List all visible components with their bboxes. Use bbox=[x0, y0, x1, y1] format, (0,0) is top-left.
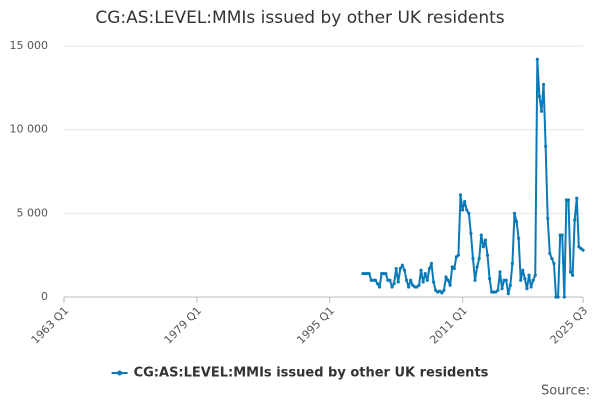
y-tick-label: 15 000 bbox=[10, 39, 49, 52]
data-point bbox=[375, 282, 380, 286]
data-point bbox=[523, 276, 527, 281]
data-point bbox=[537, 94, 542, 98]
data-point bbox=[531, 278, 535, 282]
data-point bbox=[467, 211, 471, 215]
data-point bbox=[425, 278, 429, 282]
data-point bbox=[519, 278, 523, 282]
data-point bbox=[508, 283, 512, 287]
data-point bbox=[463, 200, 467, 204]
data-point bbox=[510, 261, 515, 266]
data-point bbox=[419, 268, 423, 272]
legend-label: CG:AS:LEVEL:MMIs issued by other UK resi… bbox=[134, 366, 489, 381]
data-point bbox=[404, 278, 409, 282]
data-point bbox=[448, 283, 452, 287]
data-point bbox=[398, 266, 402, 271]
data-point bbox=[402, 268, 407, 272]
data-point bbox=[483, 238, 488, 242]
data-point bbox=[521, 268, 525, 272]
data-point bbox=[417, 283, 421, 287]
data-point bbox=[539, 109, 544, 113]
series-line bbox=[362, 58, 584, 298]
data-point bbox=[384, 271, 388, 276]
data-point bbox=[529, 285, 533, 289]
data-point bbox=[458, 193, 463, 197]
data-point bbox=[396, 280, 400, 284]
data-point bbox=[407, 285, 411, 289]
data-point bbox=[423, 271, 427, 276]
legend-item: CG:AS:LEVEL:MMIs issued by other UK resi… bbox=[111, 366, 489, 381]
data-point bbox=[573, 218, 577, 222]
data-point bbox=[556, 295, 560, 299]
y-tick-label: 0 bbox=[41, 290, 48, 303]
data-point bbox=[473, 278, 477, 282]
data-point bbox=[446, 278, 450, 282]
data-point bbox=[452, 266, 456, 271]
data-point bbox=[487, 276, 492, 281]
data-point bbox=[456, 253, 461, 257]
data-point bbox=[475, 265, 479, 269]
x-tick-label: 1979 Q1 bbox=[162, 304, 205, 347]
data-point bbox=[571, 273, 575, 277]
data-point bbox=[431, 280, 436, 284]
data-point bbox=[377, 285, 382, 289]
legend-marker bbox=[117, 370, 123, 376]
data-point bbox=[481, 245, 485, 249]
data-point bbox=[562, 295, 566, 299]
y-tick-label: 10 000 bbox=[10, 123, 49, 136]
data-point bbox=[400, 263, 404, 267]
data-point bbox=[533, 273, 537, 277]
y-tick-label: 5 000 bbox=[17, 206, 49, 219]
data-point bbox=[552, 261, 556, 266]
data-point bbox=[527, 273, 531, 277]
data-point bbox=[469, 231, 473, 236]
data-point bbox=[444, 275, 448, 279]
x-tick-label: 2025 Q3 bbox=[548, 304, 591, 347]
source: Source: bbox=[541, 384, 590, 399]
data-point bbox=[477, 256, 481, 261]
data-point bbox=[560, 233, 564, 237]
data-point bbox=[465, 208, 469, 212]
data-point bbox=[581, 248, 585, 252]
chart-title: CG:AS:LEVEL:MMIs issued by other UK resi… bbox=[95, 8, 504, 28]
data-point bbox=[544, 144, 548, 148]
data-point bbox=[373, 278, 377, 282]
data-point bbox=[548, 251, 552, 256]
data-point bbox=[388, 278, 392, 282]
data-point bbox=[498, 270, 502, 274]
data-point bbox=[525, 287, 529, 291]
data-point bbox=[394, 266, 398, 271]
data-point bbox=[575, 196, 579, 200]
data-point bbox=[390, 285, 394, 289]
data-point bbox=[392, 282, 396, 286]
data-point bbox=[460, 208, 465, 212]
data-point bbox=[471, 256, 475, 261]
data-point bbox=[514, 220, 519, 224]
data-point bbox=[442, 288, 446, 292]
data-point bbox=[535, 57, 539, 61]
data-point bbox=[517, 236, 521, 241]
data-point bbox=[496, 288, 500, 292]
x-tick-label: 1995 Q1 bbox=[294, 304, 337, 347]
data-point bbox=[427, 266, 431, 271]
data-point bbox=[550, 256, 554, 261]
x-tick-label: 1963 Q1 bbox=[29, 304, 72, 347]
data-point bbox=[429, 261, 434, 266]
data-point bbox=[440, 291, 444, 295]
data-point bbox=[546, 216, 550, 220]
data-point bbox=[512, 211, 517, 215]
data-point bbox=[367, 271, 371, 276]
data-point bbox=[506, 292, 510, 296]
x-tick-label: 2011 Q1 bbox=[427, 304, 470, 347]
data-point bbox=[568, 270, 573, 274]
data-point bbox=[504, 278, 508, 282]
data-point bbox=[541, 82, 546, 87]
data-point bbox=[479, 233, 483, 237]
data-point bbox=[421, 280, 425, 284]
data-point bbox=[409, 278, 413, 282]
data-point bbox=[566, 198, 571, 202]
data-point bbox=[485, 253, 490, 257]
data-point bbox=[500, 287, 504, 291]
